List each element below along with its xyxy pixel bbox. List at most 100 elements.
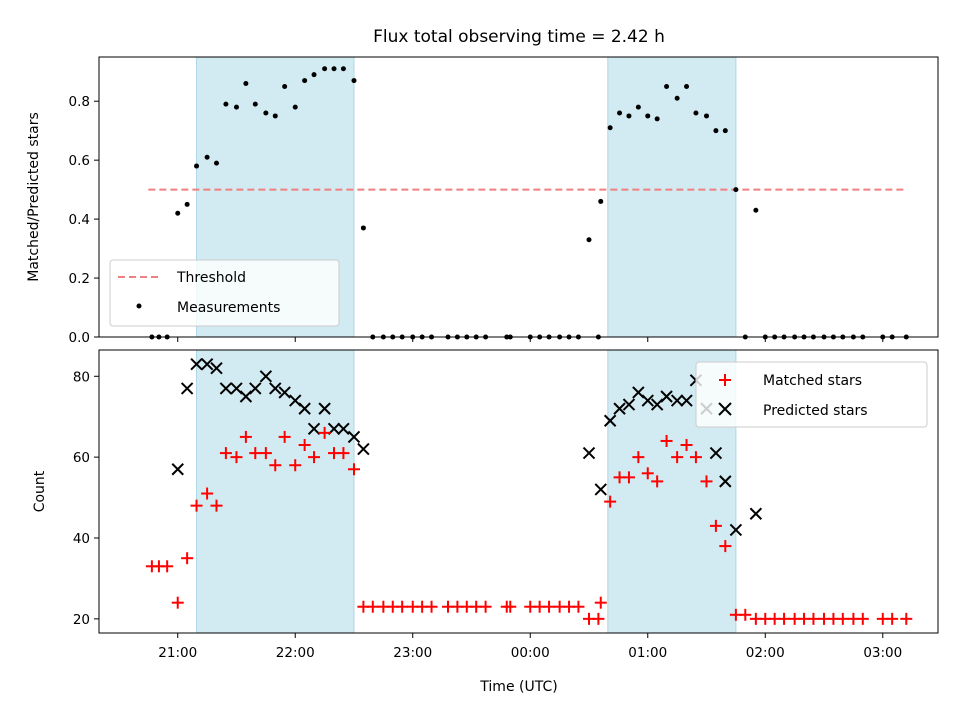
predicted-star-point [259, 370, 273, 383]
matched-star-point [161, 560, 174, 573]
matched-star-point [269, 459, 282, 472]
measurement-point [607, 125, 613, 131]
measurement-point [292, 104, 298, 110]
x-axis-label: Time (UTC) [479, 679, 557, 695]
measurement-point [684, 83, 690, 89]
top-y-tick-label: 0.8 [69, 94, 90, 110]
measurement-point [272, 113, 278, 119]
measurement-point [645, 113, 651, 119]
x-tick-label: 22:00 [276, 645, 315, 661]
matched-star-point [689, 451, 702, 464]
matched-star-point [543, 600, 556, 613]
matched-star-point [366, 600, 379, 613]
matched-star-point [259, 447, 272, 460]
predicted-star-point [318, 402, 331, 415]
matched-star-point [671, 451, 684, 464]
bottom-y-tick-label: 40 [73, 531, 90, 547]
matched-stars-legend-label: Matched stars [763, 373, 862, 389]
measurement-point [626, 113, 632, 119]
top-y-axis-label: Matched/Predicted stars [26, 112, 42, 282]
measurement-point [243, 81, 249, 87]
x-tick-label: 01:00 [628, 645, 667, 661]
predicted-star-point [613, 402, 626, 415]
matched-star-point [347, 463, 360, 476]
predicted-star-point [180, 382, 194, 395]
threshold-legend-label: Threshold [176, 270, 246, 286]
matched-star-point [836, 612, 849, 625]
predicted-star-point [219, 382, 233, 395]
matched-star-point [709, 519, 722, 532]
matched-star-point [739, 608, 752, 621]
bottom-y-tick-label: 60 [73, 450, 90, 466]
matched-star-point [230, 451, 243, 464]
predicted-star-point [190, 357, 203, 371]
measurements-legend-label: Measurements [177, 300, 280, 316]
predicted-star-point [603, 414, 617, 427]
predicted-star-point [582, 446, 596, 460]
top-panel: 0.00.20.40.60.8 Matched/Predicted stars … [26, 56, 939, 346]
predicted-star-point [729, 523, 743, 537]
matched-star-point [604, 495, 617, 508]
measurement-point [340, 66, 346, 72]
matched-star-point [249, 447, 262, 460]
matched-star-point [318, 426, 331, 439]
matched-star-point [425, 600, 438, 613]
matched-star-point [171, 596, 184, 609]
matched-star-point [622, 471, 635, 484]
predicted-stars-legend-swatch [718, 402, 732, 416]
bottom-x-ticks: 21:00 22:00 23:00 00:00 01:00 02:00 03:00 [158, 633, 902, 661]
measurement-point [664, 83, 670, 89]
predicted-star-point [347, 430, 361, 444]
matched-stars-legend-swatch [719, 374, 731, 386]
measurement-point [331, 66, 337, 72]
bottom-y-ticks: 20 40 60 80 [73, 369, 99, 628]
matched-star-point [719, 540, 732, 553]
predicted-star-point [660, 390, 673, 403]
bottom-axes-frame [98, 349, 939, 634]
matched-star-point [900, 612, 913, 625]
matched-star-point [190, 499, 203, 512]
predicted-star-point [269, 382, 282, 395]
matched-star-point [886, 612, 899, 625]
matched-star-point [201, 487, 214, 500]
measurement-point [360, 225, 366, 231]
measurement-point [713, 128, 719, 134]
measurement-point [753, 207, 759, 213]
measurement-point [617, 110, 623, 116]
measurements-legend-swatch [136, 303, 142, 309]
measurement-point [351, 78, 357, 84]
matched-star-point [337, 447, 350, 460]
x-tick-label: 23:00 [393, 645, 432, 661]
bottom-y-axis-label: Count [32, 470, 48, 512]
bottom-shaded-intervals [196, 349, 737, 634]
matched-star-point [210, 499, 223, 512]
bottom-y-tick-label: 80 [73, 369, 90, 385]
measurement-point [704, 113, 710, 119]
measurement-point [722, 128, 728, 134]
top-y-tick-label: 0.0 [69, 330, 90, 346]
measurement-point [214, 160, 220, 166]
predicted-stars-legend-label: Predicted stars [763, 403, 868, 419]
bottom-y-tick-label: 20 [73, 612, 90, 628]
predicted-star-point [594, 483, 607, 496]
x-tick-label: 00:00 [511, 645, 550, 661]
predicted-star-point [357, 442, 370, 456]
predicted-star-point [709, 446, 723, 460]
predicted-star-point [298, 402, 311, 415]
predicted-star-point [749, 507, 763, 520]
measurement-point [598, 198, 604, 204]
matched-star-point [594, 596, 607, 609]
predicted-star-point [171, 463, 184, 476]
bottom-legend-box [695, 361, 928, 428]
measurement-point [175, 210, 181, 216]
top-y-ticks: 0.0 0.2 0.4 0.6 0.8 [69, 94, 99, 346]
top-x-ticks [177, 337, 884, 342]
measurement-point [204, 154, 210, 160]
matched-star-point [308, 451, 321, 464]
measurement-point [223, 101, 229, 107]
top-y-tick-label: 0.6 [69, 153, 90, 169]
measurement-point [302, 78, 308, 84]
matched-star-point [289, 459, 302, 472]
top-y-tick-label: 0.2 [69, 271, 90, 287]
